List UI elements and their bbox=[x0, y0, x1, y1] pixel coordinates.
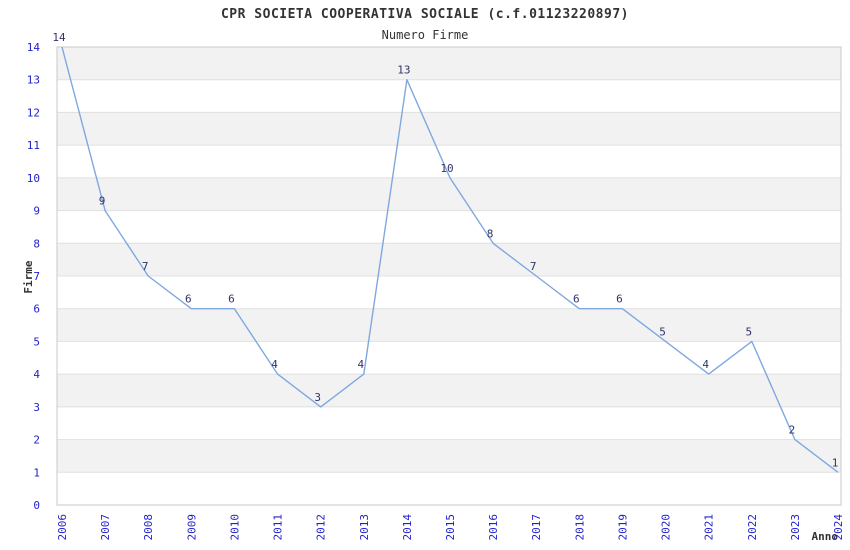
y-tick-label: 5 bbox=[33, 335, 40, 348]
y-tick-label: 7 bbox=[33, 270, 40, 283]
x-tick-label: 2022 bbox=[746, 514, 759, 541]
band-row bbox=[57, 112, 841, 146]
data-point-label: 10 bbox=[440, 162, 453, 175]
x-tick-label: 2023 bbox=[789, 514, 802, 541]
x-tick-label: 2024 bbox=[832, 514, 845, 541]
data-point-label: 5 bbox=[659, 325, 666, 338]
y-tick-label: 13 bbox=[27, 74, 40, 87]
data-line bbox=[61, 46, 839, 473]
data-point-label: 6 bbox=[228, 293, 235, 306]
y-tick-label: 6 bbox=[33, 303, 40, 316]
x-tick-label: 2006 bbox=[56, 514, 69, 541]
x-tick-label: 2016 bbox=[487, 514, 500, 541]
data-point-label: 2 bbox=[789, 424, 796, 437]
data-point-label: 6 bbox=[573, 293, 580, 306]
chart-title: CPR SOCIETA COOPERATIVA SOCIALE (c.f.011… bbox=[220, 7, 629, 22]
data-point-label: 8 bbox=[487, 227, 494, 240]
x-tick-label: 2021 bbox=[703, 514, 716, 541]
data-point-label: 3 bbox=[314, 391, 321, 404]
band-row bbox=[57, 243, 841, 276]
x-tick-label: 2010 bbox=[228, 514, 241, 541]
band-row bbox=[57, 439, 841, 473]
band-row bbox=[57, 47, 841, 80]
y-tick-label: 9 bbox=[33, 205, 40, 218]
y-tick-label: 3 bbox=[33, 401, 40, 414]
x-tick-label: 2007 bbox=[99, 514, 112, 541]
data-point-label: 6 bbox=[616, 293, 623, 306]
data-point-label: 4 bbox=[271, 358, 278, 371]
y-tick-label: 4 bbox=[33, 368, 40, 381]
data-point-label: 5 bbox=[745, 325, 752, 338]
data-point-label: 6 bbox=[185, 293, 192, 306]
x-tick-label: 2020 bbox=[660, 514, 673, 541]
data-point-label: 14 bbox=[52, 31, 66, 44]
x-tick-label: 2008 bbox=[142, 514, 155, 541]
y-tick-label: 12 bbox=[27, 106, 40, 119]
data-point-label: 4 bbox=[702, 358, 709, 371]
plot-frame bbox=[56, 46, 842, 506]
y-tick-label: 8 bbox=[33, 237, 40, 250]
y-tick-label: 14 bbox=[27, 41, 41, 54]
band-row bbox=[57, 308, 841, 342]
x-axis-title: Anno bbox=[811, 530, 839, 543]
y-tick-label: 10 bbox=[27, 172, 40, 185]
x-tick-label: 2011 bbox=[272, 514, 285, 541]
y-tick-label: 1 bbox=[33, 466, 40, 479]
data-point-label: 7 bbox=[142, 260, 149, 273]
data-point-label: 13 bbox=[397, 64, 410, 77]
y-tick-label: 2 bbox=[33, 434, 40, 447]
data-point-label: 7 bbox=[530, 260, 537, 273]
data-point-label: 1 bbox=[832, 456, 839, 469]
band-row bbox=[57, 177, 841, 211]
x-tick-label: 2014 bbox=[401, 514, 414, 541]
x-tick-label: 2018 bbox=[573, 514, 586, 541]
data-point-label: 4 bbox=[357, 358, 364, 371]
y-tick-label: 11 bbox=[27, 139, 40, 152]
y-tick-label: 0 bbox=[33, 499, 40, 512]
x-tick-label: 2019 bbox=[616, 514, 629, 541]
chart-subtitle: Numero Firme bbox=[381, 28, 469, 42]
data-point-label: 9 bbox=[99, 195, 106, 208]
band-row bbox=[57, 374, 841, 407]
x-tick-label: 2009 bbox=[185, 514, 198, 541]
x-tick-label: 2017 bbox=[530, 514, 543, 541]
x-tick-label: 2013 bbox=[358, 514, 371, 541]
x-tick-label: 2015 bbox=[444, 514, 457, 541]
x-tick-label: 2012 bbox=[315, 514, 328, 541]
